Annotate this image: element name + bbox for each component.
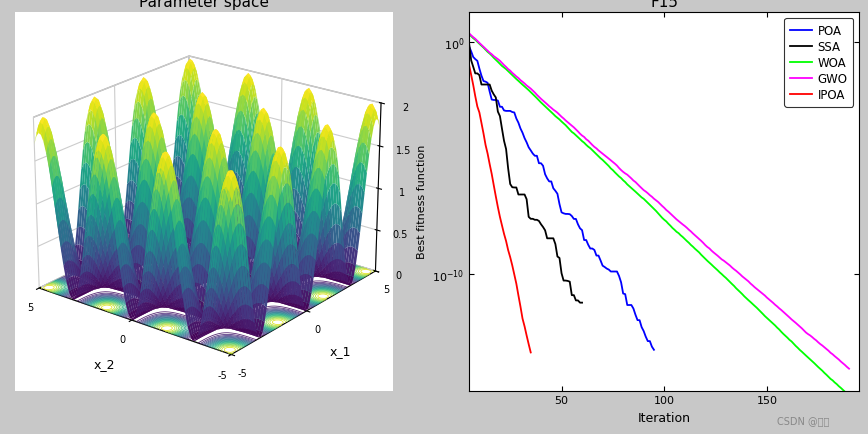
- IPOA: [523, 342, 534, 347]
- IPOA: [522, 333, 532, 338]
- Y-axis label: Best fitness function: Best fitness function: [417, 145, 426, 259]
- IPOA: [480, 143, 490, 148]
- IPOA: [519, 324, 529, 329]
- IPOA: [462, 54, 472, 59]
- IPOA: [499, 232, 510, 237]
- IPOA: [493, 205, 503, 210]
- SSA: [575, 300, 585, 306]
- Line: IPOA: IPOA: [461, 27, 530, 352]
- IPOA: [490, 194, 501, 200]
- GWO: [651, 198, 661, 204]
- POA: [648, 347, 659, 352]
- GWO: [546, 106, 556, 111]
- POA: [600, 265, 610, 270]
- IPOA: [466, 73, 477, 78]
- Text: CSDN @天南: CSDN @天南: [777, 415, 829, 425]
- Line: SSA: SSA: [461, 27, 582, 303]
- POA: [591, 253, 602, 259]
- SSA: [477, 83, 487, 88]
- WOA: [456, 24, 466, 30]
- WOA: [546, 110, 556, 115]
- IPOA: [464, 63, 474, 69]
- POA: [587, 247, 597, 252]
- IPOA: [496, 223, 507, 228]
- IPOA: [513, 293, 523, 298]
- GWO: [573, 129, 583, 135]
- Line: GWO: GWO: [461, 27, 849, 369]
- Line: POA: POA: [461, 20, 654, 350]
- IPOA: [511, 282, 522, 287]
- WOA: [496, 64, 507, 69]
- GWO: [456, 24, 466, 30]
- IPOA: [501, 239, 511, 244]
- Title: Parameter space: Parameter space: [139, 0, 269, 10]
- IPOA: [507, 263, 517, 268]
- WOA: [567, 130, 577, 135]
- POA: [456, 17, 466, 23]
- POA: [597, 263, 608, 269]
- X-axis label: x_2: x_2: [94, 357, 115, 370]
- IPOA: [468, 83, 478, 89]
- Title: F15: F15: [650, 0, 678, 10]
- IPOA: [505, 255, 516, 260]
- IPOA: [478, 132, 489, 137]
- GWO: [632, 182, 642, 187]
- IPOA: [489, 183, 499, 188]
- IPOA: [517, 316, 528, 322]
- SSA: [456, 25, 466, 30]
- SSA: [490, 95, 501, 101]
- WOA: [632, 191, 642, 197]
- IPOA: [495, 215, 505, 220]
- IPOA: [503, 248, 513, 253]
- GWO: [567, 124, 577, 129]
- SSA: [496, 127, 507, 132]
- IPOA: [484, 162, 495, 167]
- IPOA: [483, 151, 493, 157]
- SSA: [577, 300, 588, 306]
- WOA: [573, 135, 583, 141]
- IPOA: [456, 25, 466, 30]
- Legend: POA, SSA, WOA, GWO, IPOA: POA, SSA, WOA, GWO, IPOA: [785, 19, 853, 107]
- POA: [464, 45, 474, 50]
- GWO: [496, 61, 507, 66]
- IPOA: [470, 95, 481, 100]
- Line: WOA: WOA: [461, 27, 849, 395]
- IPOA: [516, 304, 526, 309]
- IPOA: [474, 111, 484, 116]
- IPOA: [486, 172, 496, 177]
- POA: [490, 98, 501, 103]
- IPOA: [457, 34, 468, 39]
- IPOA: [477, 121, 487, 126]
- IPOA: [525, 350, 536, 355]
- IPOA: [460, 42, 470, 47]
- IPOA: [472, 105, 483, 110]
- WOA: [844, 393, 854, 398]
- GWO: [844, 366, 854, 372]
- SSA: [495, 114, 505, 119]
- SSA: [532, 218, 542, 223]
- IPOA: [510, 272, 520, 277]
- X-axis label: Iteration: Iteration: [638, 411, 691, 424]
- WOA: [651, 209, 661, 214]
- SSA: [486, 89, 496, 94]
- Y-axis label: x_1: x_1: [330, 344, 351, 357]
